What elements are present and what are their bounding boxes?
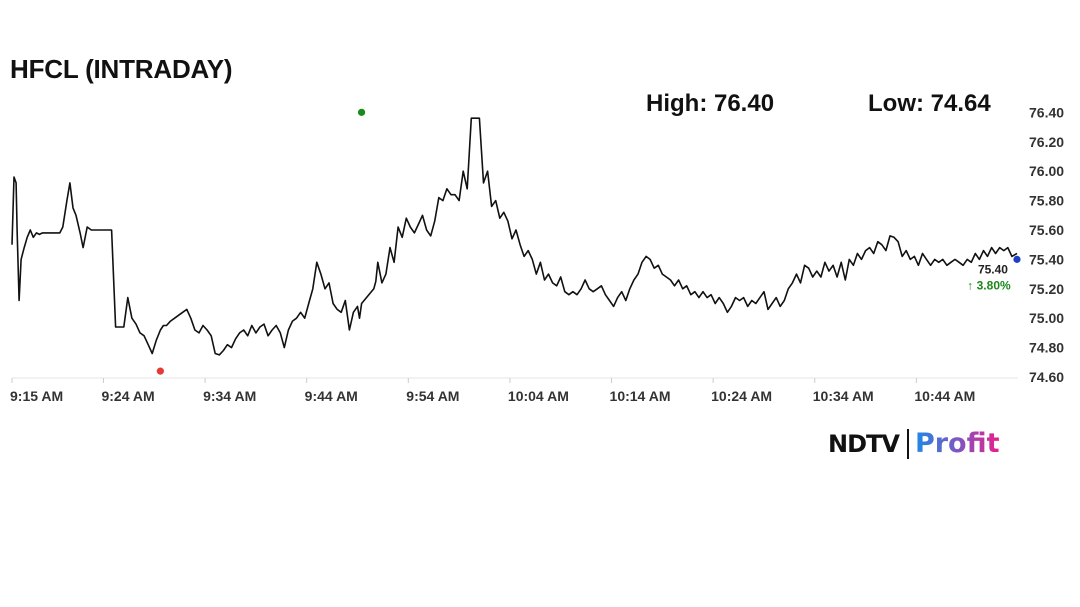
brand-ndtv: NDTV xyxy=(828,429,900,458)
last-price-label: 75.40 xyxy=(978,262,1008,276)
chart-title: HFCL (INTRADAY) xyxy=(10,54,233,84)
y-tick-label: 75.60 xyxy=(1029,222,1064,238)
y-tick-label: 74.80 xyxy=(1029,340,1064,356)
x-tick-label: 9:15 AM xyxy=(10,388,63,404)
y-tick-label: 75.20 xyxy=(1029,281,1064,297)
y-tick-label: 75.00 xyxy=(1029,310,1064,326)
ndtv-profit-logo: NDTV Profit xyxy=(828,428,1000,459)
x-axis-ticks: 9:15 AM 9:24 AM 9:34 AM 9:44 AM 9:54 AM 10:04… xyxy=(10,378,975,404)
last-price-marker xyxy=(1013,255,1021,263)
x-tick-label: 9:34 AM xyxy=(203,388,256,404)
y-tick-label: 76.40 xyxy=(1029,104,1064,120)
y-tick-label: 76.20 xyxy=(1029,134,1064,150)
brand-separator xyxy=(906,428,909,459)
x-tick-label: 10:44 AM xyxy=(914,388,975,404)
brand-profit: Profit xyxy=(914,428,1000,459)
y-axis-ticks: 76.40 76.20 76.00 75.80 75.60 75.40 75.20 75.00… xyxy=(1029,104,1064,385)
y-tick-label: 74.60 xyxy=(1029,369,1064,385)
x-tick-label: 10:24 AM xyxy=(711,388,772,404)
y-tick-label: 75.40 xyxy=(1029,251,1064,267)
high-label: High: 76.40 xyxy=(646,90,775,117)
low-label: Low: 74.64 xyxy=(868,90,991,117)
x-tick-label: 10:14 AM xyxy=(610,388,671,404)
change-percent-label: ↑ 3.80% xyxy=(967,278,1011,292)
price-series-line xyxy=(11,117,1018,356)
y-tick-label: 75.80 xyxy=(1029,193,1064,209)
x-tick-label: 9:24 AM xyxy=(101,388,154,404)
low-marker xyxy=(156,367,164,375)
high-marker xyxy=(357,108,366,116)
x-tick-label: 10:04 AM xyxy=(508,388,569,404)
x-tick-label: 10:34 AM xyxy=(813,388,874,404)
y-tick-label: 76.00 xyxy=(1029,163,1064,179)
x-tick-label: 9:44 AM xyxy=(305,388,358,404)
x-tick-label: 9:54 AM xyxy=(406,388,459,404)
